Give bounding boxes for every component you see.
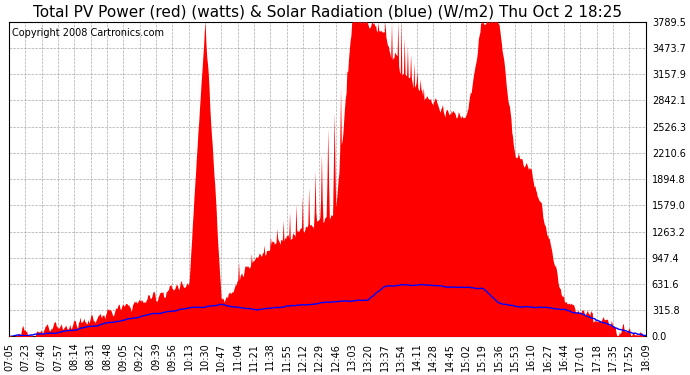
Title: Total PV Power (red) (watts) & Solar Radiation (blue) (W/m2) Thu Oct 2 18:25: Total PV Power (red) (watts) & Solar Rad… bbox=[33, 4, 622, 19]
Text: Copyright 2008 Cartronics.com: Copyright 2008 Cartronics.com bbox=[12, 28, 164, 38]
